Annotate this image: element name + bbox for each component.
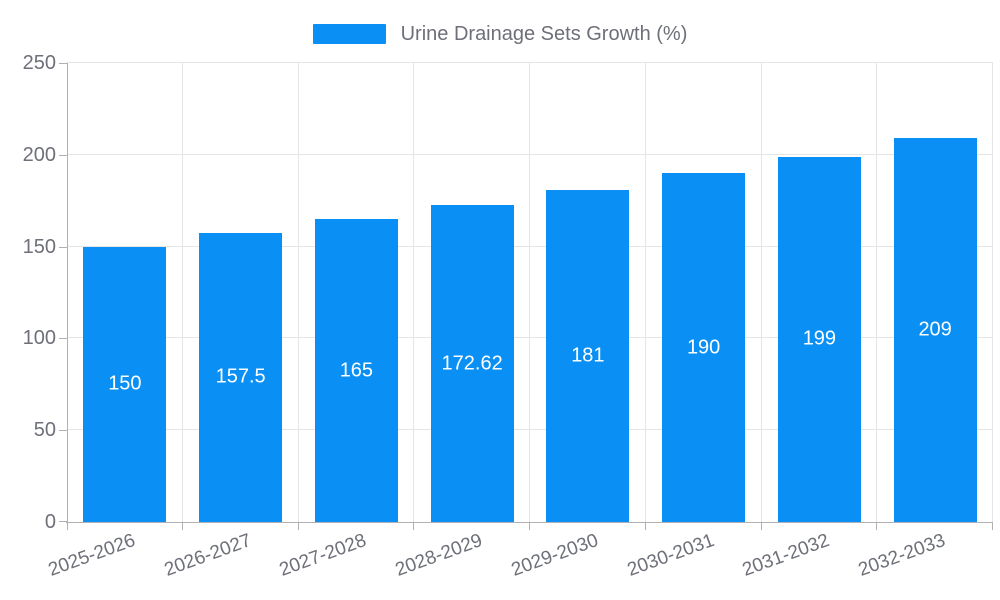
- y-axis-tick-label: 0: [44, 511, 56, 533]
- y-axis-line: [67, 63, 68, 522]
- bar[interactable]: 209: [893, 138, 977, 522]
- x-axis-tick-label-text: 2025-2026: [45, 530, 139, 581]
- gridline-horizontal: [67, 153, 993, 155]
- bar[interactable]: 190: [662, 173, 746, 522]
- y-axis-tick-label: 250: [22, 52, 56, 74]
- y-axis-tick: [59, 430, 67, 432]
- bar-value-label: 209: [918, 318, 952, 341]
- x-axis-tick: [413, 522, 415, 530]
- bar-value-label: 157.5: [215, 365, 266, 388]
- x-axis-tick: [644, 522, 646, 530]
- y-axis-tick-label: 100: [22, 327, 56, 350]
- bar-value-label: 172.62: [441, 352, 503, 375]
- gridline-horizontal: [67, 245, 993, 247]
- y-axis-tick-label: 50: [33, 419, 56, 442]
- x-axis-tick: [992, 522, 993, 530]
- y-axis-tick: [59, 63, 67, 64]
- y-axis-tick-label: 200: [22, 143, 56, 166]
- x-axis-tick-label: 2032-2033: [856, 530, 1000, 581]
- x-axis-tick: [67, 522, 68, 530]
- bar-value-label: 150: [108, 372, 142, 395]
- x-axis-tick: [760, 522, 762, 530]
- x-axis-tick: [876, 522, 878, 530]
- plot-area: 150 157.5 165 172.62 181 190 199 209: [59, 62, 993, 530]
- y-axis-tick: [59, 154, 67, 156]
- x-axis-tick: [297, 522, 299, 530]
- y-axis-tick-label: 150: [22, 235, 56, 258]
- gridline-vertical: [529, 63, 530, 522]
- legend-label: Urine Drainage Sets Growth (%): [400, 22, 688, 45]
- gridline-vertical: [992, 63, 993, 522]
- bar-value-label: 181: [571, 344, 605, 367]
- bar[interactable]: 181: [546, 189, 630, 522]
- bar-value-label: 199: [802, 327, 837, 350]
- gridline-horizontal: [67, 429, 993, 431]
- bar[interactable]: 165: [314, 219, 398, 522]
- gridline-vertical: [876, 63, 878, 522]
- bar-value-label: 190: [686, 336, 721, 359]
- gridline-vertical: [297, 63, 299, 522]
- gridline-vertical: [181, 63, 183, 522]
- x-axis-tick: [529, 522, 530, 530]
- gridline-vertical: [413, 63, 415, 522]
- y-axis-tick: [59, 246, 67, 248]
- x-axis-tick: [181, 522, 183, 530]
- legend[interactable]: Urine Drainage Sets Growth (%): [0, 14, 1000, 54]
- bar-value-label: 165: [339, 359, 374, 382]
- y-axis-tick: [59, 338, 67, 340]
- gridline-vertical: [644, 63, 646, 522]
- legend-swatch-icon: [312, 24, 386, 44]
- bar[interactable]: 157.5: [199, 232, 283, 522]
- gridline-horizontal: [67, 62, 993, 63]
- gridline-vertical: [760, 63, 762, 522]
- bar[interactable]: 172.62: [430, 205, 514, 522]
- y-axis-tick: [59, 521, 67, 522]
- bar[interactable]: 150: [83, 246, 167, 522]
- bar[interactable]: 199: [777, 156, 861, 522]
- gridline-horizontal: [67, 337, 993, 339]
